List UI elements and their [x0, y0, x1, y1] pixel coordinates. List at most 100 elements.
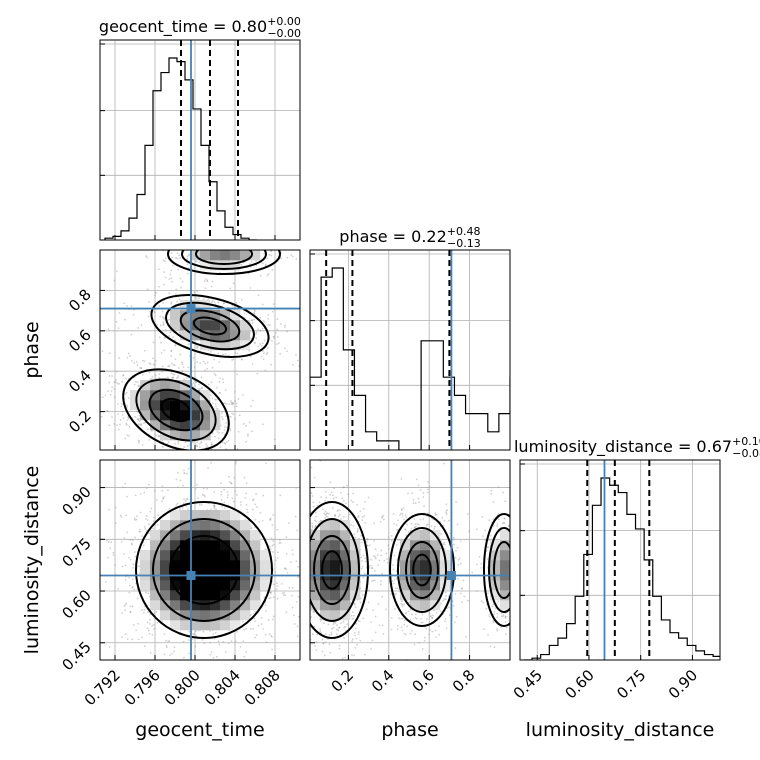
- sample-point: [228, 403, 231, 405]
- sample-point: [346, 623, 349, 626]
- sample-point: [423, 636, 426, 639]
- sample-point: [138, 414, 141, 417]
- sample-point: [214, 374, 217, 377]
- sample-point: [168, 364, 171, 367]
- sample-point: [196, 347, 198, 349]
- sample-point: [120, 636, 123, 638]
- sample-point: [422, 496, 425, 498]
- sample-point: [231, 497, 234, 500]
- sample-point: [296, 600, 298, 603]
- sample-point: [192, 633, 195, 636]
- sample-point: [174, 358, 177, 361]
- sample-point: [210, 442, 213, 444]
- sample-point: [132, 566, 135, 569]
- sample-point: [116, 402, 119, 405]
- sample-point: [414, 502, 417, 505]
- sample-point: [332, 623, 335, 626]
- sample-point: [221, 431, 224, 434]
- sample-point: [390, 628, 393, 631]
- sample-point: [345, 629, 347, 632]
- sample-point: [211, 397, 214, 400]
- sample-point: [213, 301, 216, 304]
- sample-point: [292, 255, 294, 258]
- sample-point: [385, 558, 388, 560]
- sample-point: [100, 415, 103, 418]
- sample-point: [236, 630, 239, 633]
- sample-point: [269, 324, 271, 327]
- sample-point: [313, 625, 316, 628]
- density-cell: [130, 400, 141, 411]
- sample-point: [206, 361, 209, 364]
- sample-point: [251, 319, 254, 322]
- sample-point: [172, 376, 175, 379]
- sample-point: [144, 527, 147, 530]
- sample-point: [136, 418, 139, 421]
- sample-point: [133, 517, 136, 520]
- sample-point: [251, 322, 254, 324]
- sample-point: [249, 613, 252, 616]
- sample-point: [114, 522, 117, 525]
- sample-point: [125, 514, 127, 517]
- sample-point: [452, 604, 455, 607]
- sample-point: [246, 511, 249, 514]
- sample-point: [179, 353, 182, 356]
- sample-point: [161, 485, 164, 488]
- sample-point: [286, 350, 288, 353]
- sample-point: [291, 553, 294, 556]
- sample-point: [148, 301, 151, 303]
- sample-point: [269, 250, 272, 252]
- sample-point: [260, 616, 263, 619]
- sample-point: [108, 352, 111, 355]
- sample-point: [168, 318, 171, 321]
- sample-point: [334, 513, 337, 516]
- sample-point: [148, 439, 151, 441]
- sample-point: [315, 515, 318, 518]
- density-cell: [170, 420, 181, 431]
- sample-point: [184, 441, 187, 444]
- sample-point: [152, 624, 155, 626]
- sample-point: [187, 639, 190, 642]
- density-cell: [190, 620, 201, 631]
- sample-point: [357, 514, 360, 517]
- sample-point: [243, 655, 246, 658]
- sample-point: [125, 422, 128, 425]
- sample-point: [172, 336, 174, 338]
- sample-point: [354, 634, 357, 637]
- density-cell: [190, 390, 201, 401]
- sample-point: [373, 579, 376, 582]
- sample-point: [147, 629, 150, 632]
- sample-point: [109, 393, 112, 396]
- sample-point: [413, 526, 416, 529]
- sample-point: [139, 511, 142, 514]
- sample-point: [421, 621, 424, 624]
- sample-point: [125, 602, 128, 605]
- sample-point: [358, 620, 361, 623]
- sample-point: [326, 512, 329, 515]
- sample-point: [215, 655, 218, 658]
- sample-point: [457, 563, 460, 566]
- sample-point: [226, 491, 229, 494]
- sample-point: [213, 507, 216, 510]
- sample-point: [195, 444, 198, 447]
- sample-point: [365, 608, 368, 611]
- sample-point: [127, 397, 130, 399]
- sample-point: [239, 645, 242, 648]
- density-cell: [210, 340, 221, 351]
- contour-line: [148, 388, 204, 432]
- sample-point: [120, 405, 123, 408]
- sample-point: [371, 567, 374, 569]
- density-cell: [180, 310, 191, 321]
- sample-point: [428, 612, 431, 615]
- sample-point: [245, 492, 247, 495]
- sample-point: [288, 586, 291, 589]
- sample-point: [201, 386, 203, 389]
- sample-point: [270, 254, 273, 257]
- sample-point: [263, 596, 266, 599]
- sample-point: [261, 342, 264, 345]
- sample-point: [329, 651, 332, 654]
- sample-point: [267, 619, 270, 621]
- sample-point: [251, 363, 254, 365]
- sample-point: [292, 614, 295, 617]
- density-cell: [220, 250, 231, 261]
- sample-point: [161, 500, 164, 503]
